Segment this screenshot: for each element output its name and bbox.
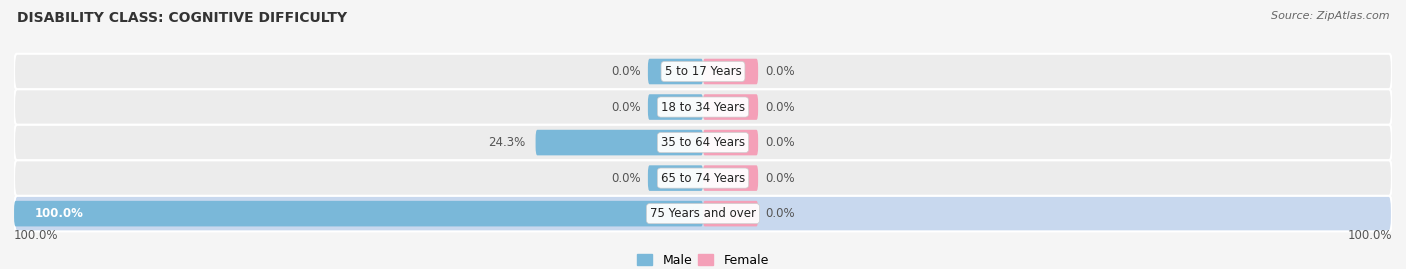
- Text: 0.0%: 0.0%: [765, 101, 794, 114]
- FancyBboxPatch shape: [703, 130, 758, 155]
- Text: DISABILITY CLASS: COGNITIVE DIFFICULTY: DISABILITY CLASS: COGNITIVE DIFFICULTY: [17, 11, 347, 25]
- Text: 0.0%: 0.0%: [765, 207, 794, 220]
- FancyBboxPatch shape: [648, 59, 703, 84]
- Text: 0.0%: 0.0%: [612, 65, 641, 78]
- Legend: Male, Female: Male, Female: [633, 249, 773, 269]
- Text: 65 to 74 Years: 65 to 74 Years: [661, 172, 745, 185]
- FancyBboxPatch shape: [648, 165, 703, 191]
- Text: 35 to 64 Years: 35 to 64 Years: [661, 136, 745, 149]
- Text: 100.0%: 100.0%: [14, 229, 59, 242]
- Text: Source: ZipAtlas.com: Source: ZipAtlas.com: [1271, 11, 1389, 21]
- FancyBboxPatch shape: [703, 59, 758, 84]
- Text: 0.0%: 0.0%: [765, 172, 794, 185]
- FancyBboxPatch shape: [536, 130, 703, 155]
- FancyBboxPatch shape: [703, 165, 758, 191]
- FancyBboxPatch shape: [14, 125, 1392, 160]
- Text: 100.0%: 100.0%: [1347, 229, 1392, 242]
- FancyBboxPatch shape: [14, 201, 703, 226]
- FancyBboxPatch shape: [14, 196, 1392, 231]
- FancyBboxPatch shape: [648, 94, 703, 120]
- Text: 18 to 34 Years: 18 to 34 Years: [661, 101, 745, 114]
- Text: 0.0%: 0.0%: [612, 172, 641, 185]
- FancyBboxPatch shape: [14, 54, 1392, 89]
- FancyBboxPatch shape: [14, 89, 1392, 125]
- Text: 5 to 17 Years: 5 to 17 Years: [665, 65, 741, 78]
- Text: 75 Years and over: 75 Years and over: [650, 207, 756, 220]
- FancyBboxPatch shape: [703, 94, 758, 120]
- FancyBboxPatch shape: [14, 160, 1392, 196]
- Text: 0.0%: 0.0%: [765, 136, 794, 149]
- Text: 0.0%: 0.0%: [612, 101, 641, 114]
- Text: 0.0%: 0.0%: [765, 65, 794, 78]
- Text: 100.0%: 100.0%: [35, 207, 83, 220]
- Text: 24.3%: 24.3%: [488, 136, 526, 149]
- FancyBboxPatch shape: [703, 201, 758, 226]
